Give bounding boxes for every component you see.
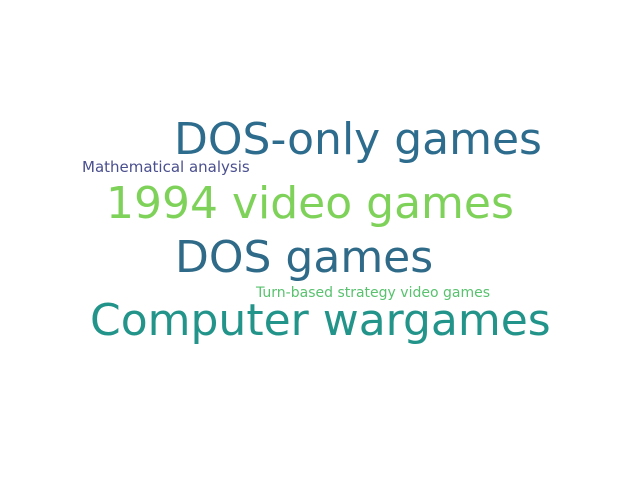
word-computer-wargames: Computer wargames [90,295,551,346]
word-turn-based-strategy-video-games: Turn-based strategy video games [256,285,490,301]
word-dos-games: DOS games [175,232,434,283]
word-1994-video-games: 1994 video games [106,178,514,229]
word-mathematical-analysis: Mathematical analysis [82,158,250,176]
word-dos-only-games: DOS-only games [174,114,542,165]
